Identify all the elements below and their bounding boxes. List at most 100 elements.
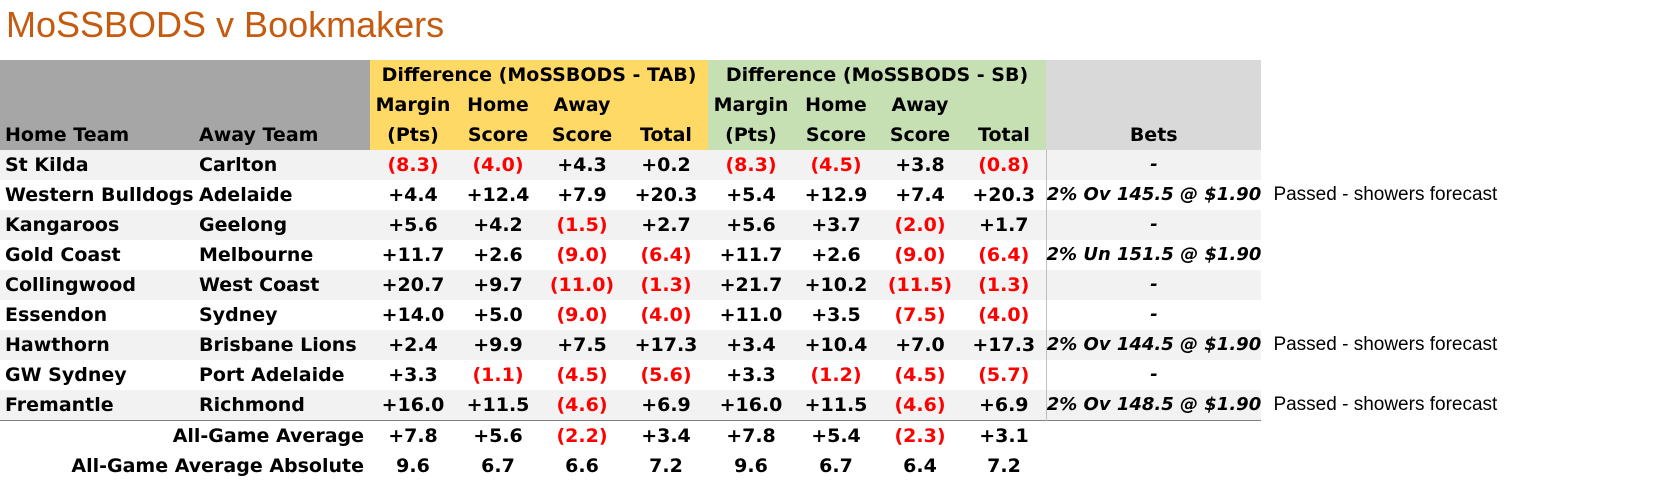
sb-value-cell: +16.0 — [708, 390, 794, 421]
col-header-home-team: Home Team — [0, 120, 194, 150]
tab-value-cell: (4.6) — [540, 390, 624, 421]
tab-value-cell: (9.0) — [556, 244, 608, 266]
sb-value-cell: +6.9 — [962, 390, 1046, 421]
home-team-cell: Kangaroos — [0, 210, 194, 240]
tab-value-cell: (4.0) — [456, 150, 540, 180]
tab-value-cell: +5.6 — [370, 210, 456, 240]
tab-value-cell: (1.3) — [624, 270, 708, 300]
home-team-cell: Western Bulldogs — [5, 184, 194, 206]
home-team-cell: Collingwood — [0, 270, 194, 300]
summary-label: All-Game Average Absolute — [71, 455, 364, 477]
header-row-2: Margin Home Away Margin Home Away — [0, 90, 1561, 120]
summary-value-cell: 7.2 — [987, 455, 1021, 477]
sb-value-cell: +5.6 — [708, 210, 794, 240]
tab-value-cell: +11.7 — [381, 244, 445, 266]
header-blank — [1261, 120, 1561, 150]
bet-cell: 2% Ov 145.5 @ $1.90 — [1045, 180, 1262, 210]
col-header-tab-away: Away — [540, 90, 624, 120]
bet-cell: - — [1045, 270, 1262, 300]
tab-value-cell: (8.3) — [370, 150, 456, 180]
table-row: Hawthorn Brisbane Lions +2.4 +9.9 +7.5 +17.3 +… — [0, 330, 1561, 360]
col-header-sb-margin-sub: (Pts) — [708, 120, 794, 150]
tab-value-cell: +2.6 — [473, 244, 523, 266]
tab-value-cell: (6.4) — [640, 244, 692, 266]
tab-value-cell: +3.3 — [388, 364, 438, 386]
tab-value-cell: +4.4 — [388, 184, 438, 206]
sb-value-cell: +17.3 — [962, 330, 1046, 360]
sb-value-cell: +10.4 — [794, 330, 878, 360]
table-row: Essendon Sydney +14.0 +5.0 (9.0) (4.0) +11.0 +3… — [0, 300, 1561, 330]
away-team-cell: West Coast — [194, 270, 370, 300]
header-blank — [1046, 60, 1262, 90]
away-team-cell: Port Adelaide — [199, 364, 345, 386]
tab-value-cell: +20.3 — [634, 184, 698, 206]
tab-value-cell: (1.1) — [472, 364, 524, 386]
tab-value-cell: +12.4 — [466, 184, 530, 206]
sb-value-cell: +3.7 — [794, 210, 878, 240]
tab-value-cell: +4.2 — [456, 210, 540, 240]
tab-value-cell: (1.5) — [540, 210, 624, 240]
col-header-sb-home-sub: Score — [794, 120, 878, 150]
tab-value-cell: +17.3 — [624, 330, 708, 360]
col-header-tab-away-sub: Score — [540, 120, 624, 150]
header-blank — [1261, 60, 1561, 90]
tab-value-cell: +14.0 — [381, 304, 445, 326]
home-team-cell: St Kilda — [0, 150, 194, 180]
tab-value-cell: +7.9 — [557, 184, 607, 206]
bet-cell: 2% Ov 144.5 @ $1.90 — [1045, 330, 1262, 360]
header-row-3: Home Team Away Team (Pts) Score Score To… — [0, 120, 1561, 150]
sb-value-cell: +21.7 — [708, 270, 794, 300]
group-header-sb: Difference (MoSSBODS - SB) — [708, 60, 1046, 90]
sb-value-cell: +3.8 — [878, 150, 962, 180]
note-cell — [1261, 270, 1561, 300]
sb-value-cell: (5.7) — [978, 364, 1030, 386]
note-cell — [1261, 150, 1561, 180]
tab-value-cell: (9.0) — [556, 304, 608, 326]
away-team-cell: Richmond — [194, 390, 370, 421]
sb-value-cell: (4.5) — [794, 150, 878, 180]
comparison-table: Difference (MoSSBODS - TAB) Difference (… — [0, 60, 1561, 481]
bet-cell: - — [1045, 150, 1262, 180]
home-team-cell: Fremantle — [0, 390, 194, 421]
col-header-away-team: Away Team — [194, 120, 370, 150]
col-header-tab-home: Home — [456, 90, 540, 120]
header-blank — [0, 90, 194, 120]
sb-value-cell: +12.9 — [804, 184, 868, 206]
sb-value-cell: +10.2 — [794, 270, 878, 300]
col-header-tab-margin-sub: (Pts) — [370, 120, 456, 150]
bet-cell: - — [1045, 300, 1262, 330]
summary-value-cell: +5.6 — [456, 420, 540, 451]
sb-value-cell: +20.3 — [972, 184, 1036, 206]
sb-value-cell: (1.2) — [810, 364, 862, 386]
header-blank — [194, 90, 370, 120]
summary-value-cell: 6.6 — [565, 455, 599, 477]
header-blank — [1261, 90, 1561, 120]
tab-value-cell: +11.5 — [456, 390, 540, 421]
summary-blank — [1261, 451, 1561, 481]
sb-value-cell: +2.6 — [811, 244, 861, 266]
header-blank — [0, 60, 194, 90]
note-cell — [1261, 210, 1561, 240]
tab-value-cell: +2.7 — [624, 210, 708, 240]
col-header-sb-total: Total — [962, 120, 1046, 150]
header-blank — [962, 90, 1046, 120]
sb-value-cell: +3.3 — [726, 364, 776, 386]
sb-value-cell: +7.0 — [878, 330, 962, 360]
header-blank — [624, 90, 708, 120]
summary-value-cell: 6.4 — [903, 455, 937, 477]
summary-value-cell: 7.2 — [649, 455, 683, 477]
home-team-cell: GW Sydney — [5, 364, 127, 386]
group-header-tab: Difference (MoSSBODS - TAB) — [370, 60, 708, 90]
away-team-cell: Carlton — [194, 150, 370, 180]
col-header-bets: Bets — [1046, 120, 1262, 150]
col-header-sb-home: Home — [794, 90, 878, 120]
summary-value-cell: +5.4 — [794, 420, 878, 451]
tab-value-cell: +20.7 — [370, 270, 456, 300]
header-row-1: Difference (MoSSBODS - TAB) Difference (… — [0, 60, 1561, 90]
sb-value-cell: +11.0 — [719, 304, 783, 326]
bet-cell: 2% Un 151.5 @ $1.90 — [1045, 240, 1262, 270]
away-team-cell: Brisbane Lions — [194, 330, 370, 360]
sb-value-cell: +3.5 — [811, 304, 861, 326]
summary-blank — [1046, 451, 1261, 481]
col-header-sb-margin: Margin — [708, 90, 794, 120]
